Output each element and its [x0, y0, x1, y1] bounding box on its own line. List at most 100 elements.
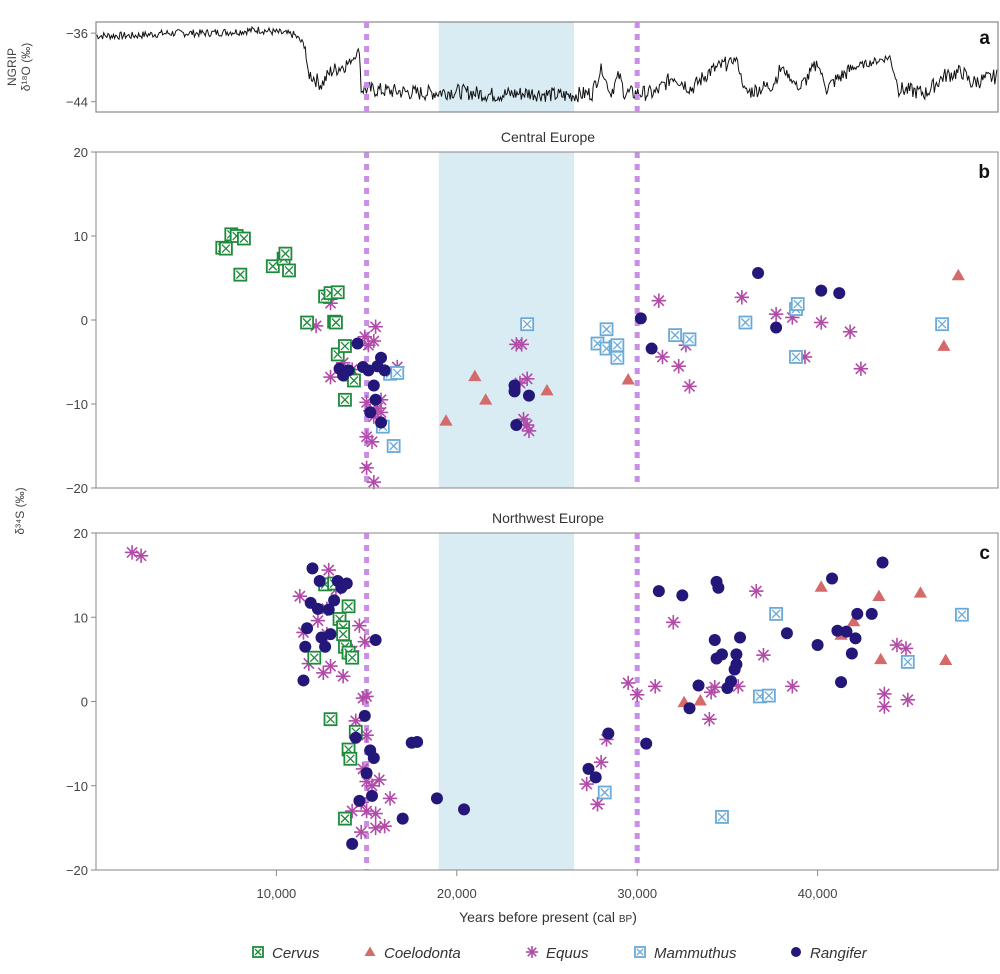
legend-label: Rangifer	[810, 945, 868, 962]
legend-item-mammuthus: Mammuthus	[634, 945, 737, 962]
panel-a-ytick-label: −36	[66, 26, 88, 41]
point-rangifer	[835, 676, 848, 689]
point-rangifer	[833, 287, 846, 300]
point-mammuthus	[955, 607, 969, 622]
panel-b-central-europe: Central Europe −20 −10 0 10 20 b	[66, 129, 999, 496]
panel-b-points	[215, 227, 965, 490]
point-equus	[310, 613, 326, 628]
panel-b-ytick-label: 10	[74, 229, 88, 244]
point-cervus	[338, 811, 352, 826]
point-rangifer	[342, 364, 355, 377]
point-rangifer	[676, 589, 689, 602]
point-equus	[514, 337, 529, 352]
point-rangifer	[752, 266, 765, 279]
panel-b-title: Central Europe	[501, 129, 595, 145]
legend-item-cervus: Cervus	[252, 945, 320, 962]
point-rangifer	[396, 812, 409, 825]
point-rangifer	[831, 624, 844, 637]
point-rangifer	[369, 393, 382, 406]
point-coelodonta	[468, 369, 482, 382]
legend-item-coelodonta: Coelodonta	[364, 945, 461, 962]
point-equus	[734, 290, 750, 305]
ngrip-d18o-line	[95, 25, 998, 103]
point-equus	[590, 797, 605, 812]
point-rangifer	[324, 628, 337, 641]
point-equus	[671, 359, 686, 374]
point-cervus	[336, 627, 351, 641]
point-rangifer	[346, 837, 359, 850]
point-cervus	[218, 241, 233, 256]
point-cervus	[329, 315, 343, 330]
point-equus	[519, 371, 535, 386]
point-rangifer	[692, 679, 705, 692]
panel-b-label: b	[978, 162, 990, 183]
x-axis-ticks: 10,000 20,000 30,000 40,000	[257, 870, 838, 901]
panel-b-ytick-label: −20	[66, 481, 88, 496]
point-mammuthus	[900, 655, 915, 669]
point-rangifer	[349, 731, 362, 744]
point-equus	[364, 434, 380, 449]
point-equus	[133, 548, 149, 563]
point-equus	[620, 675, 636, 691]
lgm-shading-b	[438, 152, 575, 488]
panel-a-frame	[95, 21, 999, 113]
point-rangifer	[369, 633, 382, 646]
point-equus	[655, 349, 670, 365]
shared-y-axis-label: δ³⁴S (‰)	[13, 487, 27, 534]
point-coelodonta	[951, 268, 965, 281]
x-axis-label: Years before present (cal BP)	[459, 909, 637, 925]
point-coelodonta	[874, 652, 888, 665]
lgm-shading-c	[438, 533, 575, 870]
panel-a-yticks: −36 −44	[66, 26, 96, 110]
point-cervus	[345, 650, 360, 665]
panel-c-northwest-europe: Northwest Europe −20 −10 0 10 20 10,000 20,00…	[66, 510, 999, 901]
point-equus	[359, 803, 374, 819]
point-equus	[877, 699, 892, 714]
point-rangifer	[811, 639, 824, 652]
point-rangifer	[645, 342, 658, 355]
point-cervus	[338, 392, 352, 407]
point-equus	[321, 562, 336, 578]
point-cervus	[237, 231, 251, 246]
point-equus	[707, 679, 722, 695]
point-equus	[368, 820, 383, 836]
point-equus	[648, 679, 663, 694]
point-cervus	[323, 712, 338, 727]
point-rangifer	[301, 622, 314, 635]
point-cervus	[343, 751, 358, 766]
panel-c-points	[124, 545, 969, 850]
point-equus	[368, 319, 383, 334]
panel-a-ytick-label: −44	[66, 95, 88, 110]
panel-a-ylabel-line2: δ¹⁸O (‰)	[19, 43, 33, 91]
point-cervus	[278, 246, 293, 261]
point-equus	[352, 618, 367, 633]
point-mammuthus	[789, 350, 803, 364]
panel-b-ytick-label: 20	[74, 145, 88, 160]
x-axis-label-main: Years before present (cal	[459, 909, 619, 925]
panel-c-ytick-label: 20	[74, 526, 88, 541]
x-tick-label: 10,000	[257, 886, 297, 901]
point-rangifer	[297, 674, 310, 687]
point-rangifer	[582, 762, 595, 775]
point-equus	[702, 711, 717, 727]
point-equus	[593, 754, 609, 770]
panel-a-ngrip: −36 −44 NGRIP δ¹⁸O (‰) a	[5, 21, 999, 113]
point-mammuthus	[610, 338, 625, 353]
point-rangifer	[708, 633, 721, 646]
point-rangifer	[589, 771, 602, 784]
panel-a-dashed-lines	[364, 22, 640, 112]
point-equus	[521, 423, 537, 439]
legend: Cervus Coelodonta Equus Mammuthus Rangifer	[252, 945, 868, 962]
x-tick-label: 40,000	[798, 886, 838, 901]
point-equus	[323, 369, 338, 385]
point-rangifer	[640, 737, 653, 750]
point-equus	[292, 588, 308, 604]
point-rangifer	[634, 312, 647, 325]
point-rangifer	[360, 767, 373, 780]
point-rangifer	[319, 640, 332, 653]
point-mammuthus	[715, 810, 729, 824]
point-equus	[357, 634, 372, 649]
point-rangifer	[845, 647, 858, 660]
point-rangifer	[378, 364, 391, 377]
